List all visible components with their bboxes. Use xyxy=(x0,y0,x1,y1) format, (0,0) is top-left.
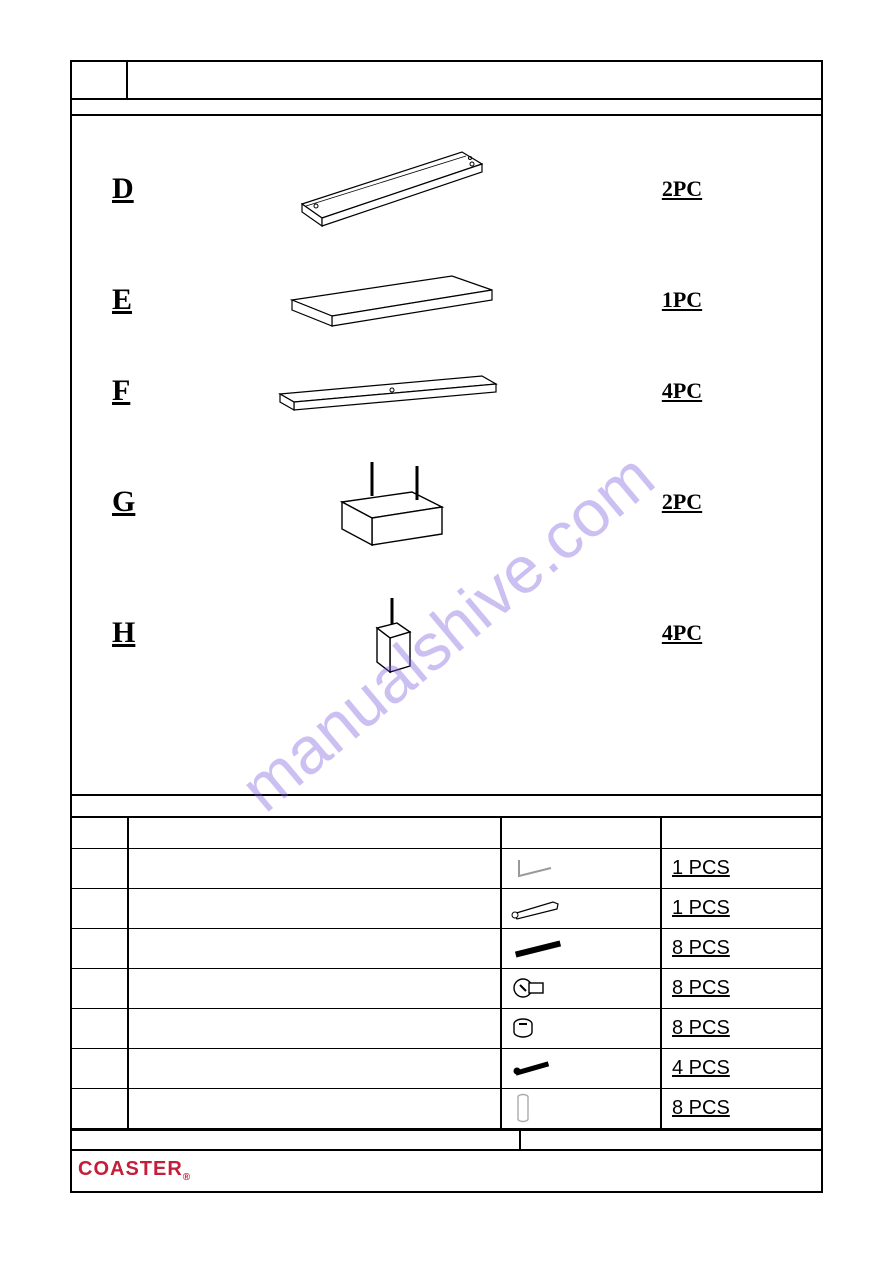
table-header-row xyxy=(72,818,821,848)
part-row: E 1PC xyxy=(72,270,821,330)
footer-split xyxy=(72,1129,821,1151)
hardware-qty: 1 PCS xyxy=(661,848,821,888)
part-illustration-rail xyxy=(222,144,562,234)
hardware-qty: 8 PCS xyxy=(661,928,821,968)
part-letter: F xyxy=(72,374,222,408)
part-qty: 1PC xyxy=(562,287,762,313)
cam-lock-icon xyxy=(501,968,661,1008)
wrench-icon xyxy=(501,888,661,928)
dowel-icon xyxy=(501,1088,661,1128)
table-row: 1 PCS xyxy=(72,848,821,888)
part-letter: E xyxy=(72,283,222,317)
part-qty: 4PC xyxy=(562,378,762,404)
brand-logo: COASTER® xyxy=(78,1158,191,1183)
part-qty: 4PC xyxy=(562,620,762,646)
hardware-qty: 8 PCS xyxy=(661,1008,821,1048)
allen-key-icon xyxy=(501,848,661,888)
table-row: 1 PCS xyxy=(72,888,821,928)
barrel-nut-icon xyxy=(501,1008,661,1048)
hardware-qty: 8 PCS xyxy=(661,1088,821,1128)
table-row: 8 PCS xyxy=(72,1088,821,1128)
table-row: 8 PCS xyxy=(72,968,821,1008)
part-row: D 2PC xyxy=(72,144,821,234)
part-illustration-shelf xyxy=(222,270,562,330)
section-divider xyxy=(72,796,821,818)
hardware-qty: 1 PCS xyxy=(661,888,821,928)
part-letter: G xyxy=(72,485,222,519)
bolt-short-icon xyxy=(501,1048,661,1088)
part-illustration-slat xyxy=(222,366,562,416)
table-row: 4 PCS xyxy=(72,1048,821,1088)
hardware-qty: 8 PCS xyxy=(661,968,821,1008)
part-letter: H xyxy=(72,616,222,650)
bolt-long-icon xyxy=(501,928,661,968)
brand-text: COASTER xyxy=(78,1158,183,1180)
footer-left xyxy=(72,1131,521,1149)
table-row: 8 PCS xyxy=(72,928,821,968)
part-letter: D xyxy=(72,172,222,206)
part-row: F 4PC xyxy=(72,366,821,416)
brand-row: COASTER® xyxy=(72,1151,821,1191)
brand-reg: ® xyxy=(183,1172,191,1183)
parts-panel: D 2PC E xyxy=(72,116,821,796)
part-illustration-foot xyxy=(222,588,562,678)
part-row: G 2PC xyxy=(72,452,821,552)
table-row: 8 PCS xyxy=(72,1008,821,1048)
header-strip xyxy=(72,62,821,100)
hardware-table: 1 PCS 1 PCS 8 PCS xyxy=(72,818,821,1129)
page-frame: D 2PC E xyxy=(70,60,823,1193)
part-illustration-block xyxy=(222,452,562,552)
part-row: H 4PC xyxy=(72,588,821,678)
header-left-cell xyxy=(72,62,128,98)
hardware-qty: 4 PCS xyxy=(661,1048,821,1088)
header-divider xyxy=(72,100,821,116)
part-qty: 2PC xyxy=(562,176,762,202)
part-qty: 2PC xyxy=(562,489,762,515)
